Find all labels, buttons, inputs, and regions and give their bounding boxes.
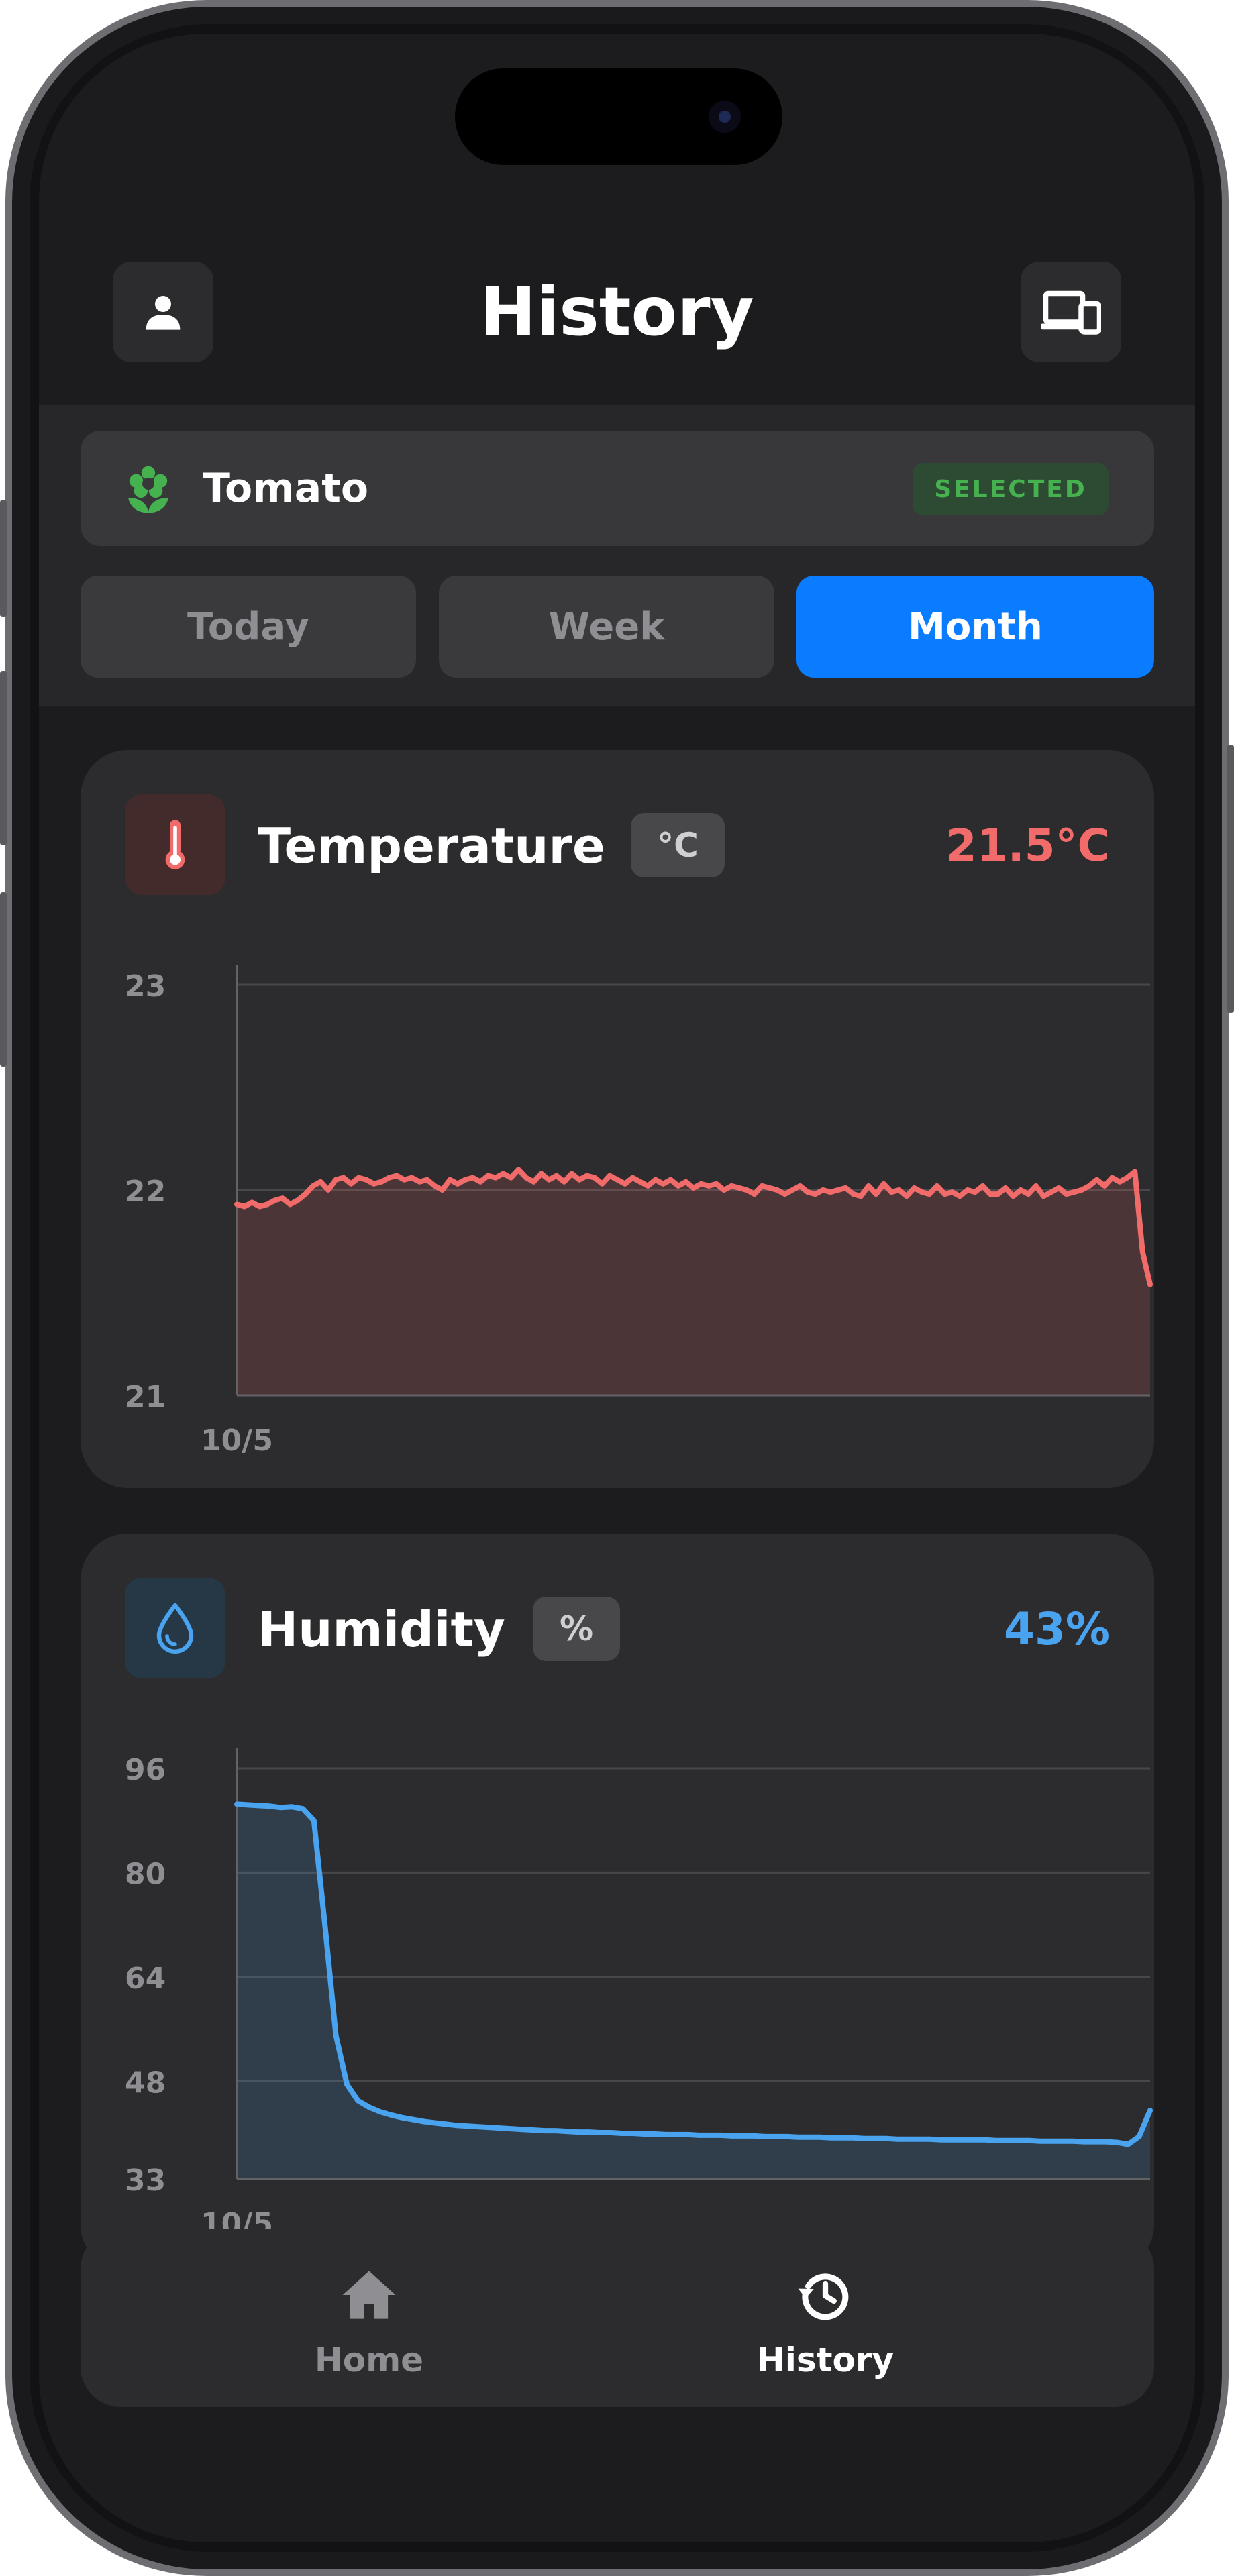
humidity-unit: %: [533, 1597, 620, 1661]
power-button: [1227, 745, 1234, 1013]
plant-name: Tomato: [203, 465, 369, 512]
nav-home-label: Home: [314, 2341, 424, 2379]
action-button: [0, 500, 7, 617]
tab-today[interactable]: Today: [81, 576, 416, 678]
y-tick-label: 80: [125, 1857, 166, 1891]
dynamic-island: [455, 68, 782, 165]
profile-button[interactable]: [113, 262, 213, 362]
nav-home[interactable]: Home: [168, 2229, 570, 2407]
thermometer-icon: [165, 820, 185, 869]
temperature-value: 21.5°C: [945, 820, 1110, 871]
bottom-nav: Home History: [81, 2229, 1154, 2407]
y-tick-label: 23: [125, 969, 166, 1004]
temperature-chart: 21 22 23 10/5: [125, 965, 1153, 1458]
devices-icon: [1041, 290, 1101, 335]
temperature-title: Temperature: [258, 818, 605, 874]
water-drop-icon: [156, 1603, 194, 1654]
temperature-card: Temperature °C 21.5°C 21 22 23 10/5: [81, 750, 1154, 1488]
volume-down-button: [0, 892, 7, 1067]
x-tick-label: 10/5: [201, 1424, 273, 1458]
temperature-icon-tile: [125, 794, 225, 895]
series-line: [234, 1167, 1153, 1287]
home-icon: [342, 2271, 396, 2319]
nav-history[interactable]: History: [624, 2229, 1027, 2407]
series-line: [234, 1801, 1153, 2147]
y-tick-label: 33: [125, 2163, 166, 2198]
tab-week[interactable]: Week: [439, 576, 774, 678]
y-tick-label: 22: [125, 1175, 166, 1209]
humidity-icon-tile: [125, 1578, 225, 1678]
app-screen: History Tomato SELECTED Today Week Month: [39, 34, 1195, 2542]
humidity-title: Humidity: [258, 1601, 505, 1658]
flower-icon: [128, 466, 168, 513]
y-tick-label: 96: [125, 1753, 166, 1787]
y-tick-label: 64: [125, 1962, 166, 1996]
volume-up-button: [0, 671, 7, 845]
page-title: History: [480, 272, 754, 351]
series-area: [237, 1169, 1150, 1395]
humidity-value: 43%: [1004, 1603, 1110, 1655]
front-camera: [709, 101, 741, 133]
y-tick-label: 21: [125, 1380, 166, 1414]
selected-badge: SELECTED: [913, 463, 1109, 515]
tab-month[interactable]: Month: [796, 576, 1154, 678]
nav-history-label: History: [756, 2341, 894, 2379]
history-icon: [798, 2273, 849, 2320]
person-icon: [146, 296, 181, 330]
series-area: [237, 1804, 1150, 2179]
y-tick-label: 48: [125, 2065, 166, 2100]
humidity-card: Humidity % 43% 33 48 64 80 96 10/5: [81, 1534, 1154, 2271]
temperature-unit: °C: [631, 813, 725, 877]
devices-button[interactable]: [1021, 262, 1121, 362]
